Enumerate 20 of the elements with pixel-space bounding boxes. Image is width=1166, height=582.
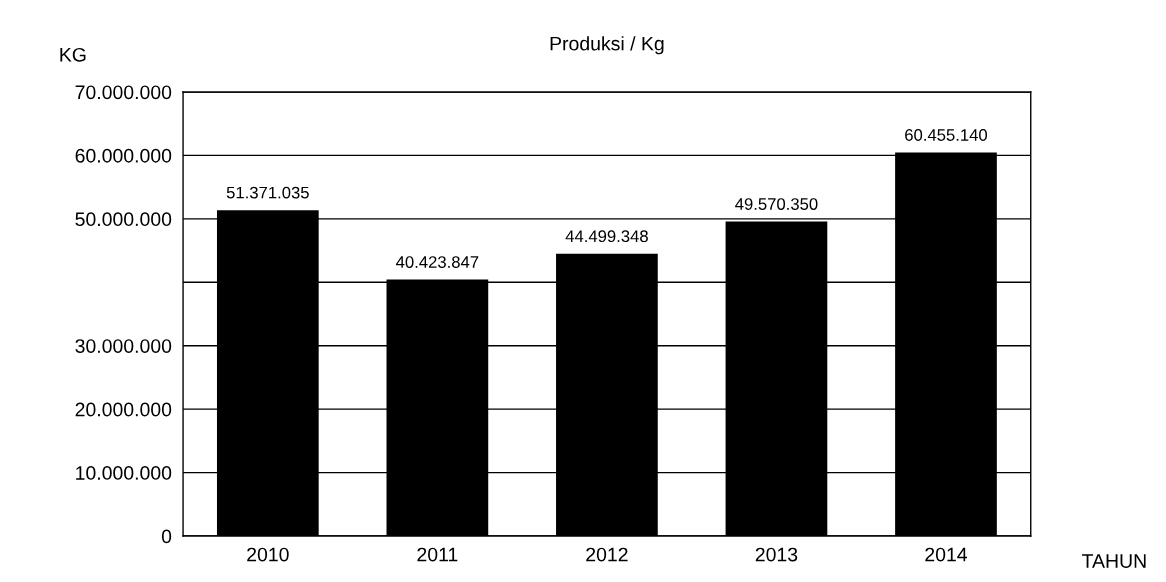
data-label: 51.371.035 — [226, 186, 309, 199]
data-label: 44.499.348 — [565, 230, 648, 243]
y-tick-label: 10.000.000 — [76, 466, 172, 480]
x-tick-label: 2011 — [417, 547, 458, 562]
y-axis-title: KG — [60, 47, 86, 62]
y-tick-label: 70.000.000 — [75, 85, 172, 100]
y-tick-label: 0 — [161, 529, 172, 544]
y-tick-label: 20.000.000 — [75, 402, 172, 417]
y-tick-label: 50.000.000 — [75, 212, 172, 227]
x-tick-label: 2010 — [247, 547, 289, 562]
x-tick-label: 2014 — [925, 547, 968, 562]
y-tick-label: 60.000.000 — [75, 148, 172, 163]
x-tick-label: 2012 — [586, 547, 628, 562]
y-tick-label: 30.000.000 — [75, 339, 172, 353]
data-label: 60.455.140 — [905, 129, 988, 141]
data-label: 49.570.350 — [735, 198, 818, 210]
data-label: 40.423.847 — [396, 256, 479, 268]
x-tick-label: 2013 — [755, 547, 798, 562]
x-axis-title: TAHUN — [1082, 554, 1146, 568]
chart-title: Produksi / Kg — [550, 36, 664, 55]
